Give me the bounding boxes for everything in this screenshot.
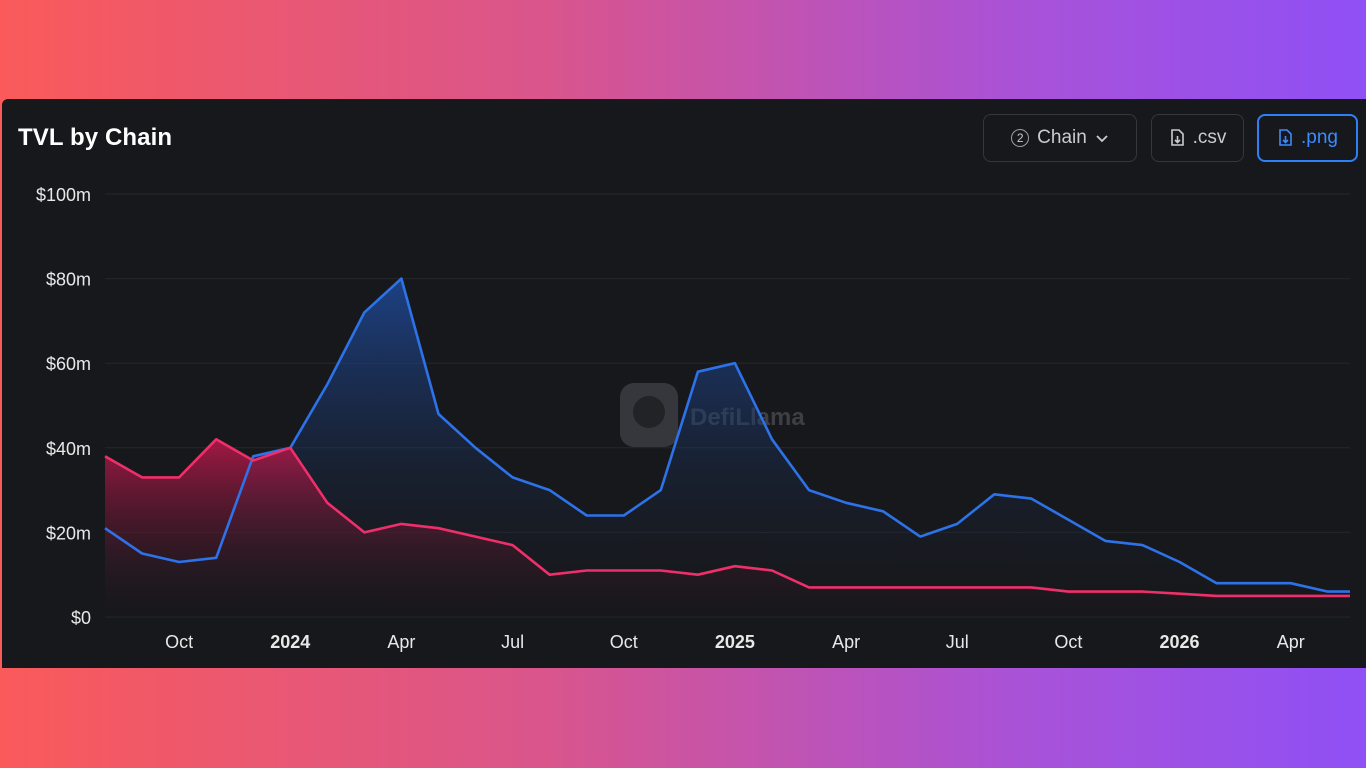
y-tick-label: $60m bbox=[46, 354, 91, 374]
png-label: .png bbox=[1301, 127, 1338, 148]
png-download-button[interactable]: .png bbox=[1257, 114, 1358, 162]
x-tick-label: Apr bbox=[832, 632, 860, 652]
csv-download-button[interactable]: .csv bbox=[1151, 114, 1244, 162]
file-download-icon bbox=[1170, 129, 1184, 146]
chain-count-badge: 2 bbox=[1011, 129, 1030, 147]
defillama-watermark: DefiLlama bbox=[620, 383, 805, 447]
chain-select-button[interactable]: 2 Chain bbox=[983, 114, 1137, 162]
x-tick-label: 2026 bbox=[1160, 632, 1200, 652]
csv-label: .csv bbox=[1192, 127, 1227, 148]
x-tick-label: Jul bbox=[946, 632, 969, 652]
chain-select-label: Chain bbox=[1037, 127, 1087, 148]
x-tick-label: 2024 bbox=[270, 632, 310, 652]
y-tick-label: $20m bbox=[46, 523, 91, 543]
file-download-icon bbox=[1279, 129, 1292, 146]
x-tick-label: Apr bbox=[387, 632, 415, 652]
y-tick-label: $0 bbox=[71, 608, 91, 628]
x-tick-label: Oct bbox=[610, 632, 638, 652]
x-tick-label: Oct bbox=[1054, 632, 1082, 652]
x-tick-label: Apr bbox=[1277, 632, 1305, 652]
y-tick-label: $40m bbox=[46, 439, 91, 459]
x-tick-label: 2025 bbox=[715, 632, 755, 652]
y-tick-label: $100m bbox=[36, 185, 91, 205]
x-tick-label: Oct bbox=[165, 632, 193, 652]
series-area bbox=[105, 439, 1350, 617]
y-tick-label: $80m bbox=[46, 270, 91, 290]
x-tick-label: Jul bbox=[501, 632, 524, 652]
chart-title: TVL by Chain bbox=[18, 124, 173, 151]
defillama-logo-inner-icon bbox=[633, 396, 665, 428]
chevron-down-icon bbox=[1096, 135, 1108, 143]
